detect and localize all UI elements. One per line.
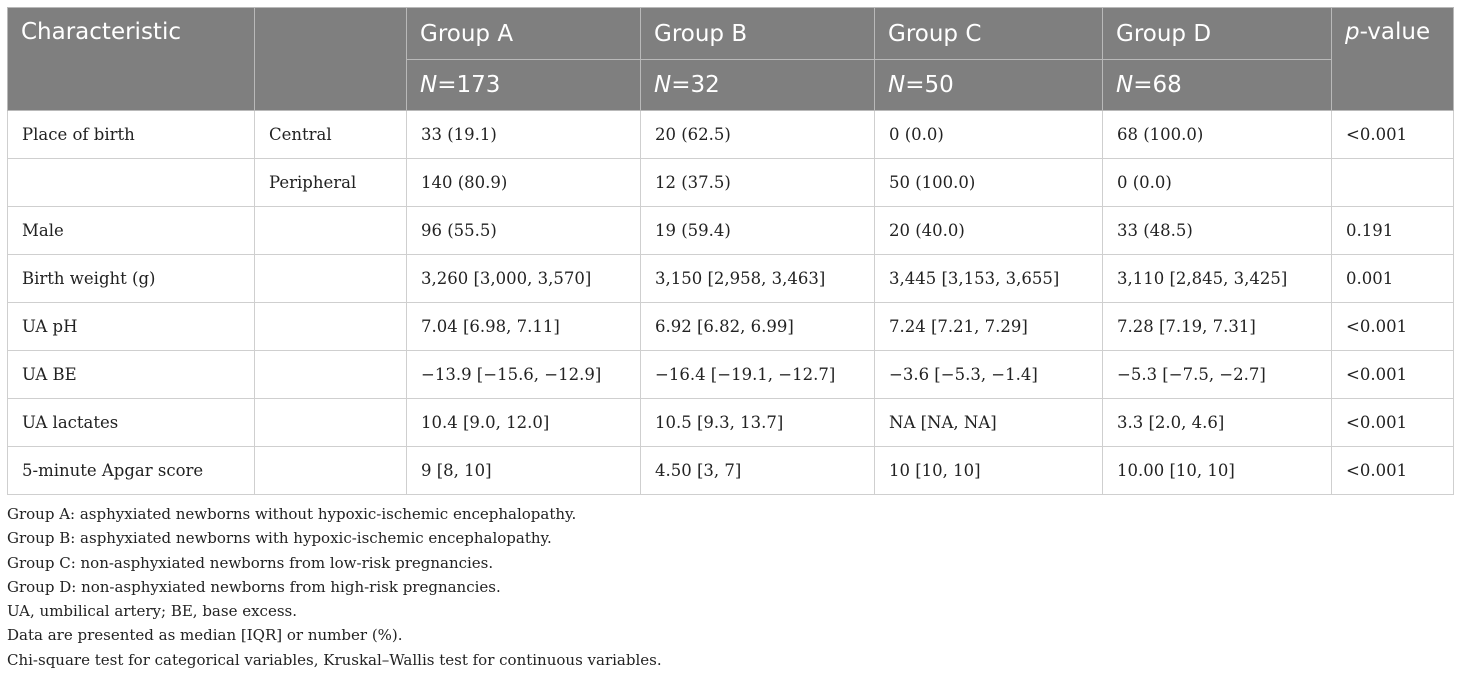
cell-group-d: 33 (48.5) [1102, 206, 1332, 255]
characteristics-table: Characteristic Group A Group B Group C G… [7, 7, 1454, 495]
header-p-rest: -value [1359, 19, 1431, 45]
n-prefix: N [654, 72, 672, 98]
header-group-d: Group D [1102, 7, 1332, 60]
footnote-group-a: Group A: asphyxiated newborns without hy… [7, 505, 577, 523]
cell-group-a: 33 (19.1) [406, 110, 641, 159]
table-header: Characteristic Group A Group B Group C G… [7, 7, 1454, 111]
header-p-value: p-value [1331, 7, 1454, 111]
header-n-group-d: N=68 [1102, 59, 1332, 111]
cell-group-a: 7.04 [6.98, 7.11] [406, 302, 641, 351]
table-row: 5-minute Apgar score 9 [8, 10] 4.50 [3, … [7, 446, 1454, 495]
cell-group-c: 7.24 [7.21, 7.29] [874, 302, 1103, 351]
cell-p-value: <0.001 [1331, 446, 1454, 495]
cell-group-d: 68 (100.0) [1102, 110, 1332, 159]
cell-group-c: NA [NA, NA] [874, 398, 1103, 447]
table-row: Place of birth Central 33 (19.1) 20 (62.… [7, 110, 1454, 159]
row-label: UA lactates [7, 398, 255, 447]
header-n-group-a: N=173 [406, 59, 641, 111]
cell-group-c: 10 [10, 10] [874, 446, 1103, 495]
footnote-abbreviations: UA, umbilical artery; BE, base excess. [7, 602, 297, 621]
footnote-group-b: Group B: asphyxiated newborns with hypox… [7, 529, 552, 548]
cell-group-d: 7.28 [7.19, 7.31] [1102, 302, 1332, 351]
row-label: 5-minute Apgar score [7, 446, 255, 495]
cell-p-value: <0.001 [1331, 350, 1454, 399]
row-label: Place of birth [7, 110, 255, 159]
footnote-group-d: Group D: non-asphyxiated newborns from h… [7, 577, 501, 596]
cell-p-value: 0.191 [1331, 206, 1454, 255]
header-group-c: Group C [874, 7, 1103, 60]
table-row: Peripheral 140 (80.9) 12 (37.5) 50 (100.… [7, 158, 1454, 207]
row-subcategory [254, 302, 407, 351]
cell-group-d: 0 (0.0) [1102, 158, 1332, 207]
row-subcategory [254, 254, 407, 303]
header-group-b: Group B [640, 7, 875, 60]
cell-group-b: 6.92 [6.82, 6.99] [640, 302, 875, 351]
row-subcategory [254, 206, 407, 255]
row-subcategory [254, 350, 407, 399]
row-label: UA pH [7, 302, 255, 351]
cell-group-b: −16.4 [−19.1, −12.7] [640, 350, 875, 399]
cell-group-d: −5.3 [−7.5, −2.7] [1102, 350, 1332, 399]
row-subcategory: Central [254, 110, 407, 159]
cell-group-d: 10.00 [10, 10] [1102, 446, 1332, 495]
cell-group-a: 10.4 [9.0, 12.0] [406, 398, 641, 447]
cell-group-c: 20 (40.0) [874, 206, 1103, 255]
table-row: Birth weight (g) 3,260 [3,000, 3,570] 3,… [7, 254, 1454, 303]
row-label [7, 158, 255, 207]
cell-group-c: −3.6 [−5.3, −1.4] [874, 350, 1103, 399]
n-value: =32 [671, 72, 720, 98]
table-row: UA lactates 10.4 [9.0, 12.0] 10.5 [9.3, … [7, 398, 1454, 447]
n-value: =50 [905, 72, 954, 98]
row-subcategory [254, 398, 407, 447]
table-row: UA pH 7.04 [6.98, 7.11] 6.92 [6.82, 6.99… [7, 302, 1454, 351]
n-prefix: N [420, 72, 438, 98]
footnote-statistical-tests: Chi-square test for categorical variable… [7, 650, 662, 669]
table-footnotes: Group A: asphyxiated newborns without hy… [7, 502, 1453, 672]
cell-group-c: 0 (0.0) [874, 110, 1103, 159]
cell-group-a: 140 (80.9) [406, 158, 641, 207]
cell-group-d: 3.3 [2.0, 4.6] [1102, 398, 1332, 447]
cell-group-a: 3,260 [3,000, 3,570] [406, 254, 641, 303]
header-characteristic: Characteristic [7, 7, 255, 111]
header-subcategory [254, 7, 407, 111]
cell-group-d: 3,110 [2,845, 3,425] [1102, 254, 1332, 303]
row-subcategory: Peripheral [254, 158, 407, 207]
cell-group-c: 3,445 [3,153, 3,655] [874, 254, 1103, 303]
cell-group-b: 3,150 [2,958, 3,463] [640, 254, 875, 303]
row-subcategory [254, 446, 407, 495]
header-n-group-b: N=32 [640, 59, 875, 111]
table-row: Male 96 (55.5) 19 (59.4) 20 (40.0) 33 (4… [7, 206, 1454, 255]
row-label: UA BE [7, 350, 255, 399]
row-label: Birth weight (g) [7, 254, 255, 303]
cell-group-b: 12 (37.5) [640, 158, 875, 207]
table-row: UA BE −13.9 [−15.6, −12.9] −16.4 [−19.1,… [7, 350, 1454, 399]
footnote-group-c: Group C: non-asphyxiated newborns from l… [7, 553, 494, 572]
cell-group-b: 10.5 [9.3, 13.7] [640, 398, 875, 447]
table-container: Characteristic Group A Group B Group C G… [7, 7, 1454, 672]
n-value: =68 [1133, 72, 1182, 98]
cell-p-value [1331, 158, 1454, 207]
header-p-italic: p [1345, 19, 1360, 45]
cell-group-b: 4.50 [3, 7] [640, 446, 875, 495]
cell-p-value: <0.001 [1331, 398, 1454, 447]
row-label: Male [7, 206, 255, 255]
cell-group-a: 9 [8, 10] [406, 446, 641, 495]
cell-group-a: −13.9 [−15.6, −12.9] [406, 350, 641, 399]
n-prefix: N [1116, 72, 1134, 98]
header-group-a: Group A [406, 7, 641, 60]
table-body: Place of birth Central 33 (19.1) 20 (62.… [7, 110, 1454, 495]
cell-p-value: <0.001 [1331, 110, 1454, 159]
cell-p-value: <0.001 [1331, 302, 1454, 351]
cell-group-b: 19 (59.4) [640, 206, 875, 255]
cell-group-c: 50 (100.0) [874, 158, 1103, 207]
n-value: =173 [437, 72, 501, 98]
cell-p-value: 0.001 [1331, 254, 1454, 303]
cell-group-a: 96 (55.5) [406, 206, 641, 255]
n-prefix: N [888, 72, 906, 98]
header-n-group-c: N=50 [874, 59, 1103, 111]
footnote-data-format: Data are presented as median [IQR] or nu… [7, 626, 403, 645]
cell-group-b: 20 (62.5) [640, 110, 875, 159]
